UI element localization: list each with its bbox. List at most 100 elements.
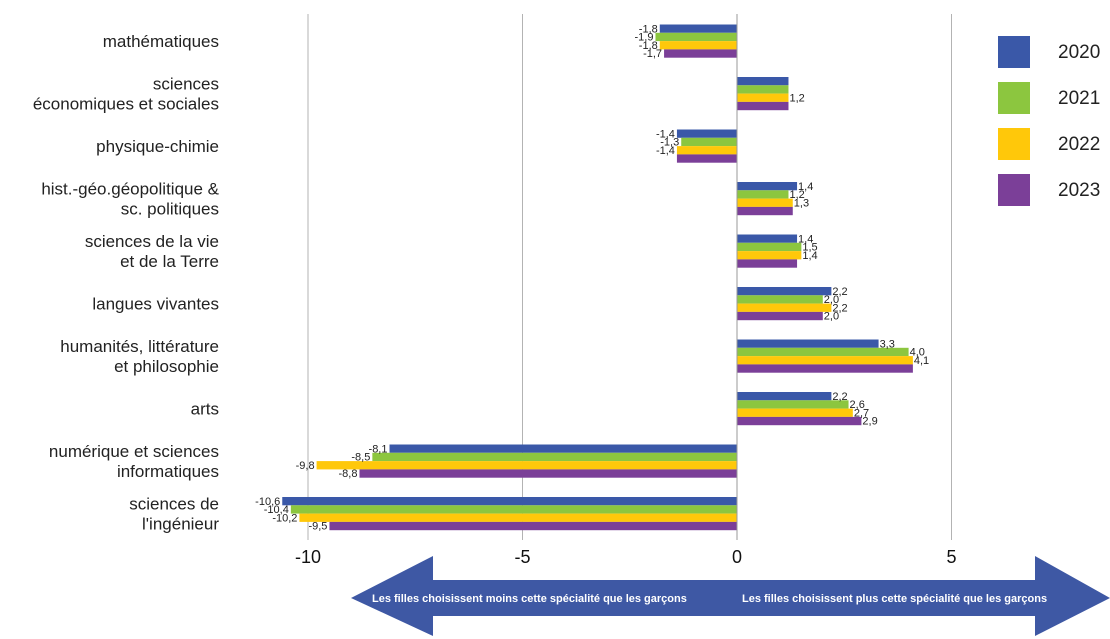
bar bbox=[737, 259, 798, 268]
data-label: -1,4 bbox=[656, 145, 675, 157]
bar bbox=[737, 287, 832, 296]
data-label: -8,8 bbox=[339, 468, 358, 480]
legend-label: 2023 bbox=[1058, 180, 1100, 201]
data-label: 2,2 bbox=[832, 391, 847, 403]
category-label: mathématiques bbox=[103, 32, 219, 51]
bar bbox=[737, 356, 913, 365]
bar bbox=[737, 242, 802, 252]
bar bbox=[737, 93, 789, 102]
data-label: 1,4 bbox=[798, 233, 813, 245]
bar bbox=[737, 198, 793, 207]
bar bbox=[737, 190, 789, 199]
bar bbox=[737, 364, 913, 373]
category-label: sciences de la vie et de la Terre bbox=[85, 232, 219, 271]
data-label: 2,2 bbox=[832, 302, 847, 314]
bar bbox=[737, 101, 789, 111]
data-label: 1,5 bbox=[802, 242, 817, 254]
data-label: 4,1 bbox=[914, 355, 929, 367]
category-label: numérique et sciences informatiques bbox=[49, 442, 219, 481]
bar bbox=[737, 303, 832, 312]
bar bbox=[676, 146, 737, 155]
bar bbox=[737, 295, 823, 304]
bar bbox=[737, 392, 832, 401]
legend-label: 2020 bbox=[1058, 42, 1100, 63]
legend-swatch bbox=[998, 174, 1030, 206]
data-label: -1,3 bbox=[660, 137, 679, 149]
data-label: -10,2 bbox=[272, 512, 297, 524]
arrow-right-text: Les filles choisissent plus cette spécia… bbox=[742, 593, 1047, 605]
bar bbox=[737, 206, 793, 216]
category-labels: mathématiques sciences économiques et soci… bbox=[33, 32, 220, 533]
bar bbox=[659, 24, 737, 33]
category-label: humanités, littérature et philosophie bbox=[60, 337, 219, 376]
bar bbox=[737, 234, 798, 243]
data-label: -8,1 bbox=[369, 443, 388, 455]
legend-label: 2022 bbox=[1058, 134, 1100, 155]
bar bbox=[282, 497, 737, 506]
bar bbox=[737, 251, 802, 260]
data-label: 1,2 bbox=[789, 92, 804, 104]
data-label: 2,6 bbox=[850, 399, 865, 411]
bar bbox=[290, 505, 737, 514]
data-label: 1,2 bbox=[789, 189, 804, 201]
data-label: 2,9 bbox=[862, 416, 877, 428]
bar bbox=[681, 137, 737, 147]
bars bbox=[282, 24, 913, 531]
category-label: sciences de l'ingénieur bbox=[129, 495, 219, 534]
data-label: -1,8 bbox=[639, 23, 658, 35]
data-label: -1,8 bbox=[639, 40, 658, 52]
category-label: physique-chimie bbox=[96, 137, 219, 156]
data-label: 4,0 bbox=[910, 347, 925, 359]
bar bbox=[737, 311, 823, 321]
data-label: 2,2 bbox=[832, 286, 847, 298]
bar bbox=[299, 513, 737, 522]
data-label: 2,0 bbox=[824, 294, 839, 306]
category-label: langues vivantes bbox=[92, 295, 219, 314]
data-label: -1,9 bbox=[635, 32, 654, 44]
bar bbox=[737, 77, 789, 86]
bar bbox=[329, 521, 737, 531]
bar bbox=[389, 444, 737, 453]
legend-swatch bbox=[998, 82, 1030, 114]
data-label: 2,0 bbox=[824, 311, 839, 323]
bar bbox=[737, 85, 789, 94]
data-label: -9,8 bbox=[296, 460, 315, 472]
legend: 2020 2021 2022 2023 bbox=[998, 36, 1100, 206]
category-label: hist.-géo.géopolitique & sc. politiques bbox=[41, 180, 219, 219]
bar bbox=[737, 408, 853, 417]
tick-label: 0 bbox=[732, 547, 742, 567]
x-axis-tick-labels: -10 -5 0 5 bbox=[295, 547, 957, 567]
bar bbox=[316, 461, 737, 470]
data-label: 2,7 bbox=[854, 407, 869, 419]
data-label: -10,4 bbox=[264, 504, 289, 516]
arrow-left-text: Les filles choisissent moins cette spéci… bbox=[372, 593, 687, 605]
legend-swatch bbox=[998, 128, 1030, 160]
bar bbox=[737, 339, 879, 348]
bar bbox=[676, 129, 737, 138]
data-label: 3,3 bbox=[880, 338, 895, 350]
data-label: -9,5 bbox=[308, 521, 327, 533]
data-label: 1,4 bbox=[802, 250, 817, 262]
bar bbox=[737, 400, 849, 409]
data-label: -8,5 bbox=[351, 452, 370, 464]
legend-swatch bbox=[998, 36, 1030, 68]
bar bbox=[737, 182, 798, 191]
bar bbox=[676, 154, 737, 163]
category-label: arts bbox=[191, 400, 219, 419]
data-label: 1,3 bbox=[794, 197, 809, 209]
legend-label: 2021 bbox=[1058, 88, 1100, 109]
data-labels: -1,8-1,9-1,8-1,71,2-1,4-1,3-1,41,41,21,3… bbox=[255, 23, 929, 532]
bar bbox=[372, 452, 737, 462]
data-label: -10,6 bbox=[255, 496, 280, 508]
direction-arrow: Les filles choisissent moins cette spéci… bbox=[351, 556, 1110, 636]
data-label: -1,7 bbox=[643, 48, 662, 60]
bar bbox=[664, 49, 737, 58]
double-arrow-shape bbox=[351, 556, 1110, 636]
bar bbox=[737, 416, 862, 426]
data-label: 1,4 bbox=[798, 181, 813, 193]
bar bbox=[655, 32, 737, 42]
bar bbox=[737, 347, 909, 357]
tick-label: 5 bbox=[946, 547, 956, 567]
bar bbox=[359, 469, 737, 478]
